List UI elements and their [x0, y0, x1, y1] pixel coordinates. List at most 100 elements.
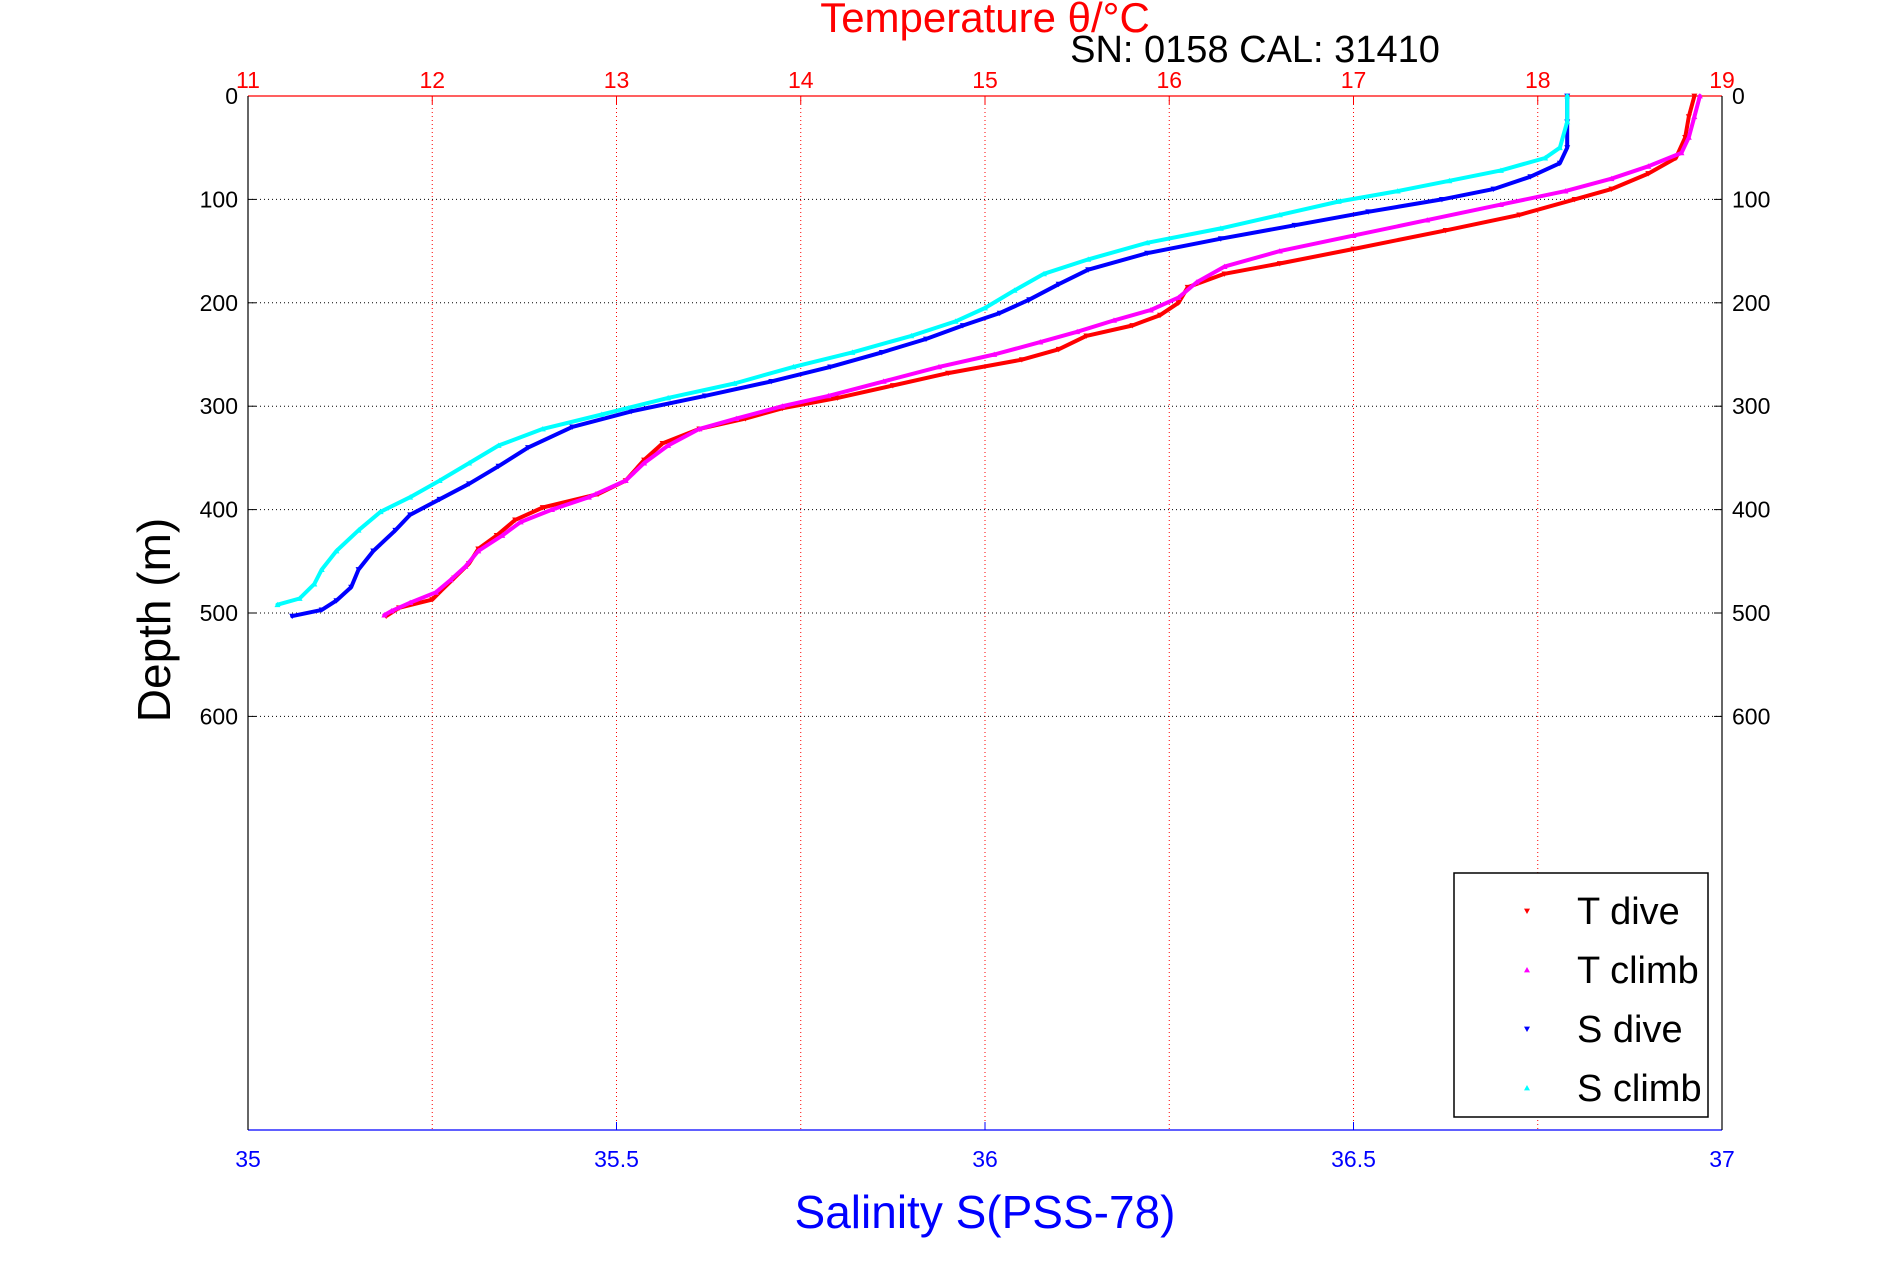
series-line — [290, 94, 1570, 619]
data-point — [539, 425, 546, 432]
data-point — [1276, 211, 1283, 218]
bottom-tick-label: 35.5 — [594, 1146, 639, 1172]
series-s-dive — [289, 93, 1571, 620]
data-point — [1055, 346, 1062, 353]
x-axis-label-salinity: Salinity S(PSS-78) — [795, 1186, 1176, 1238]
data-point — [436, 496, 443, 503]
data-point — [923, 336, 930, 342]
data-point — [495, 463, 502, 470]
data-point — [1564, 118, 1571, 125]
data-point — [991, 351, 998, 357]
data-point — [1490, 186, 1497, 193]
data-point — [1682, 134, 1689, 141]
data-point — [436, 477, 443, 484]
data-point — [392, 527, 399, 534]
data-point — [1335, 198, 1342, 204]
data-point — [1011, 287, 1018, 293]
data-point — [1691, 113, 1698, 120]
chart-title: Temperature θ/°C — [820, 0, 1150, 41]
data-point — [289, 613, 296, 620]
data-point — [355, 567, 362, 573]
data-point — [495, 442, 502, 448]
data-point — [1497, 167, 1504, 173]
data-point — [462, 563, 469, 569]
data-point — [1365, 209, 1372, 215]
data-point — [1221, 263, 1228, 270]
data-point — [1085, 267, 1092, 273]
top-tick-label: 16 — [1156, 67, 1182, 93]
legend: T dive T climb S dive S climb — [1453, 872, 1709, 1118]
depth-tick-label-left: 600 — [200, 703, 238, 729]
top-tick-label: 14 — [788, 67, 814, 93]
data-point — [825, 392, 832, 399]
data-point — [1040, 270, 1047, 277]
y-axis-label-depth: Depth (m) — [128, 518, 180, 722]
data-point — [1442, 228, 1449, 234]
data-point — [333, 547, 340, 554]
series-line — [384, 94, 1697, 619]
data-point — [1497, 201, 1504, 207]
legend-marker — [1524, 1085, 1530, 1091]
data-point — [1446, 177, 1453, 184]
depth-tick-label-right: 200 — [1732, 290, 1770, 316]
data-point — [1350, 232, 1357, 238]
data-point — [827, 364, 834, 370]
data-point — [1175, 300, 1182, 306]
series-line — [275, 94, 1570, 607]
data-point — [1696, 93, 1703, 99]
data-point — [407, 599, 414, 606]
data-point — [381, 612, 388, 618]
data-point — [779, 403, 786, 409]
data-point — [1083, 333, 1090, 339]
bottom-tick-label: 36.5 — [1331, 1146, 1376, 1172]
data-point — [628, 408, 635, 415]
depth-tick-label-left: 200 — [200, 290, 238, 316]
data-point — [1685, 114, 1692, 120]
legend-label: S climb — [1577, 1068, 1702, 1110]
top-tick-label: 19 — [1709, 67, 1735, 93]
data-point — [407, 512, 414, 518]
data-point — [1026, 297, 1033, 303]
depth-tick-label-right: 600 — [1732, 703, 1770, 729]
data-point — [1175, 294, 1182, 301]
legend-marker — [1524, 1026, 1530, 1032]
legend-marker — [1524, 967, 1530, 973]
data-point — [348, 584, 355, 591]
data-point — [318, 607, 325, 613]
data-point — [311, 581, 318, 587]
data-point — [696, 425, 703, 432]
data-point — [1542, 155, 1549, 161]
data-point — [996, 310, 1003, 317]
data-point — [475, 547, 482, 554]
legend-box — [1453, 872, 1709, 1118]
bottom-tick-label: 36 — [972, 1146, 998, 1172]
data-point — [1110, 317, 1117, 323]
data-point — [1037, 339, 1044, 345]
data-point — [878, 350, 885, 356]
data-point — [1556, 144, 1563, 151]
depth-tick-label-left: 100 — [200, 186, 238, 212]
legend-label: T climb — [1577, 950, 1699, 992]
depth-tick-label-right: 400 — [1732, 497, 1770, 523]
data-point — [889, 383, 896, 389]
data-point — [1556, 160, 1563, 167]
data-point — [1645, 163, 1652, 169]
data-point — [1276, 261, 1283, 267]
data-point — [908, 332, 915, 339]
data-point — [539, 505, 546, 511]
data-point — [549, 506, 556, 512]
data-point — [355, 527, 362, 533]
data-point — [1608, 175, 1615, 182]
data-point — [1291, 222, 1298, 229]
data-point — [493, 533, 500, 539]
data-point — [585, 494, 592, 500]
data-point — [880, 378, 887, 384]
data-point — [1645, 171, 1652, 177]
data-point — [701, 393, 708, 399]
data-point — [1571, 197, 1578, 203]
data-point — [525, 445, 532, 451]
data-point — [659, 441, 666, 447]
data-point — [1562, 188, 1569, 194]
data-point — [370, 548, 377, 554]
